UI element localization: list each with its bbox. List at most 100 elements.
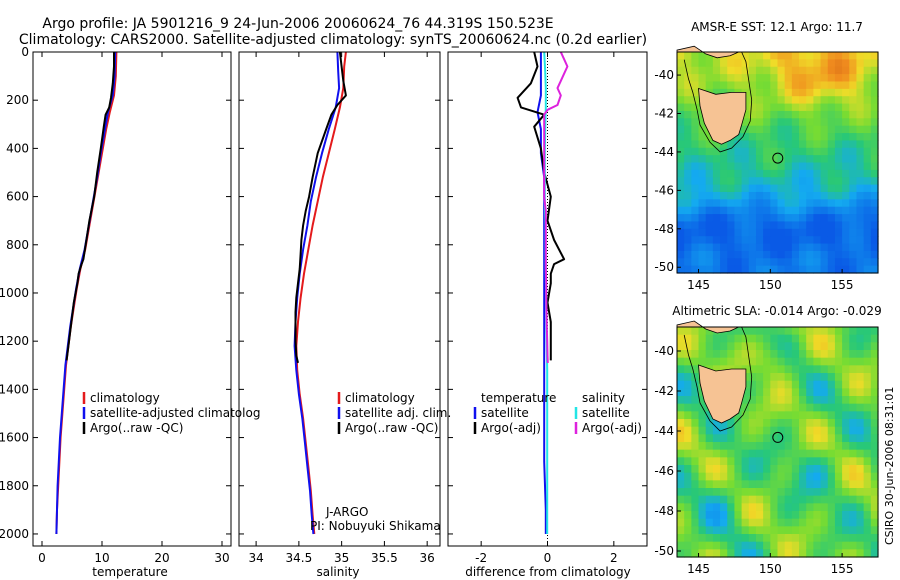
sla-cell [856,472,865,481]
sla-cell [763,541,771,550]
sla-cell [720,434,728,443]
sla-cell [684,526,692,535]
sla-cell [684,426,692,435]
sst-cell [849,221,858,230]
sst-cell [734,265,743,274]
sst-cell [834,221,843,230]
sst-cell [698,243,707,252]
sla-cell [842,526,850,535]
sla-cell [849,511,858,520]
sst-cell [705,59,714,68]
sst-cell [820,155,829,164]
sla-cell [863,526,872,535]
sla-cell [806,426,814,435]
sst-cell [712,169,721,178]
sla-cell [705,434,714,443]
temperature-series-2 [65,52,115,361]
sst-cell [748,52,757,60]
sst-cell [827,184,836,193]
sla-cell [677,511,685,520]
sst-cell [727,191,736,200]
sst-cell [698,177,707,186]
sst-cell [806,52,814,60]
sst-cell [806,214,814,223]
sla-cell [712,511,721,520]
sst-cell [799,59,807,68]
sla-cell [849,518,858,527]
sla-cell [770,541,779,550]
sst-cell [727,140,736,149]
sla-cell [834,342,843,351]
sst-cell [741,184,750,193]
sla-cell [734,480,743,489]
sst-cell [806,96,814,105]
sst-cell [705,81,714,90]
sst-cell [763,140,771,149]
sla-cell [791,480,800,489]
sla-cell [741,419,750,428]
sst-cell [684,155,692,164]
sla-cell [677,334,685,343]
sla-cell [806,534,814,543]
sst-cell [755,96,764,105]
sst-cell [684,258,692,267]
sla-cell [755,419,764,428]
sst-cell [791,118,800,127]
sst-cell [842,236,850,245]
sla-cell [849,495,858,504]
sst-cell [691,96,700,105]
sla-cell [777,327,786,336]
sst-cell [727,155,736,164]
sla-cell [806,495,814,504]
sst-cell [863,59,872,68]
sst-cell [820,199,829,208]
sla-cell [813,480,822,489]
sst-cell [813,162,822,171]
sst-cell [691,133,700,141]
sla-cell [698,541,707,550]
sst-cell [755,59,764,68]
sst-cell [770,52,779,60]
sla-cell [748,534,757,543]
shelf-contour [683,326,753,432]
sla-cell [677,541,685,550]
sst-cell [734,250,743,259]
sst-cell [691,199,700,208]
sla-cell [806,503,814,512]
sst-cell [827,133,836,141]
sla-cell [763,342,771,351]
sst-cell [820,184,829,193]
sst-cell [720,236,728,245]
sla-cell [813,411,822,420]
sla-cell [763,549,771,558]
map-lat-label: -42 [654,384,674,398]
sst-cell [842,110,850,119]
sst-cell [748,96,757,105]
sst-cell [834,191,843,200]
sst-cell [684,52,692,60]
sla-cell [863,449,872,458]
sla-cell [691,342,700,351]
sla-cell [799,549,807,558]
sst-cell [770,96,779,105]
sla-cell [677,380,685,389]
sla-cell [720,342,728,351]
sla-cell [791,396,800,405]
sla-cell [863,357,872,366]
sst-cell [842,214,850,223]
sst-cell [770,214,779,223]
sst-cell [856,52,865,60]
sla-cell [842,511,850,520]
sst-cell [734,162,743,171]
sst-cell [777,125,786,134]
sla-cell [863,396,872,405]
sst-cell [741,250,750,259]
sla-cell [763,518,771,527]
sla-cell [784,480,793,489]
sst-cell [834,258,843,267]
sla-cell [863,549,872,558]
sla-cell [705,357,714,366]
sst-cell [842,191,850,200]
sla-cell [856,327,865,336]
sla-map-panel: Altimetric SLA: -0.014 Argo: -0.029 145 1… [654,304,881,576]
